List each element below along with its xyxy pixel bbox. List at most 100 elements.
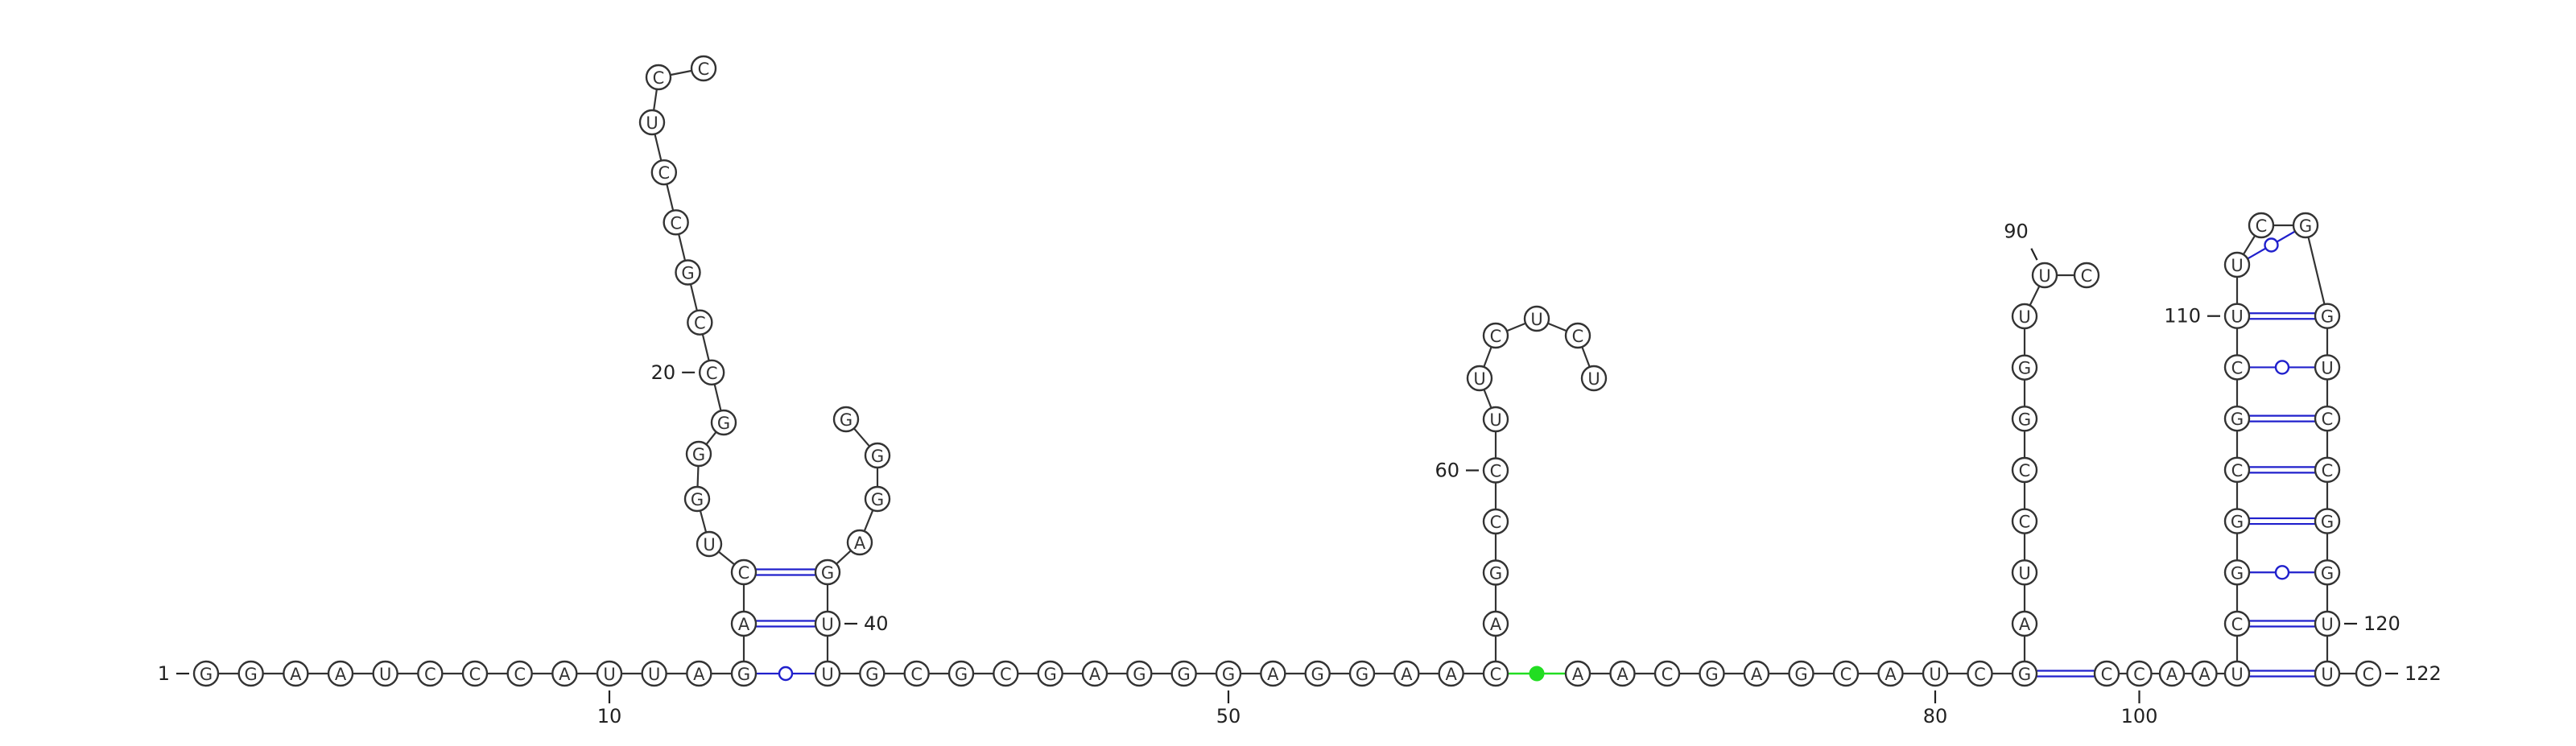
nucleotide: A — [2011, 610, 2038, 637]
nucleotide-circle — [730, 660, 758, 687]
nucleotide-base-letter: A — [1089, 665, 1101, 684]
nucleotide: G — [730, 660, 758, 687]
nucleotide-base-letter: U — [821, 665, 833, 684]
nucleotide-circle — [1922, 660, 1949, 687]
nucleotide-base-letter: C — [2101, 665, 2113, 684]
nucleotide: U — [2011, 559, 2038, 586]
nucleotide-circle — [2223, 559, 2251, 586]
nucleotide: G — [710, 409, 737, 436]
nucleotide-circle — [2314, 354, 2341, 381]
nucleotide-base-letter: U — [1473, 369, 1485, 389]
nucleotide-circle — [1482, 610, 1509, 637]
nucleotide: U — [1580, 365, 1608, 392]
nucleotide-base-letter: C — [2019, 513, 2031, 532]
nucleotide: C — [417, 660, 444, 687]
backbone-segment — [1483, 389, 1492, 409]
nucleotide-circle — [993, 660, 1019, 687]
nucleotide-circle — [1580, 365, 1608, 392]
nucleotide-base-letter: C — [706, 364, 718, 383]
nucleotide: A — [1877, 660, 1904, 687]
nucleotide-base-letter: C — [694, 314, 706, 333]
nucleotide: G — [2223, 405, 2251, 432]
backbone-segment — [689, 283, 698, 311]
nucleotide: A — [1482, 610, 1509, 637]
nucleotide-circle — [2011, 660, 2038, 687]
nucleotide: C — [1967, 660, 1993, 687]
backbone-segment — [836, 550, 852, 565]
nucleotide-base-letter: G — [717, 414, 730, 433]
nucleotide-circle — [2093, 660, 2120, 687]
nucleotide-base-letter: A — [1401, 665, 1413, 684]
nucleotide: G — [859, 660, 886, 687]
nucleotide-circle — [814, 610, 841, 637]
nucleotide-base-letter: C — [1840, 665, 1852, 684]
position-number-label: 100 — [2121, 705, 2158, 727]
nucleotide: C — [2314, 405, 2341, 432]
nucleotide: G — [683, 485, 711, 513]
nucleotide-base-letter: U — [648, 665, 660, 684]
nucleotide-base-letter: A — [290, 665, 302, 684]
nucleotide-base-letter: A — [693, 665, 705, 684]
nucleotide: U — [2031, 262, 2058, 289]
nucleotide-base-letter: A — [854, 534, 866, 553]
nucleotide: U — [1922, 660, 1949, 687]
nucleotide-base-letter: C — [514, 665, 526, 684]
nucleotide-circle — [2011, 406, 2038, 432]
nucleotide: G — [1304, 660, 1331, 687]
nucleotide-base-letter: C — [2231, 615, 2244, 634]
nucleotide: G — [1170, 660, 1197, 687]
nucleotide: U — [638, 109, 666, 136]
backbone-segment — [699, 510, 708, 533]
nucleotide: U — [596, 660, 623, 687]
nucleotide: G — [2314, 303, 2341, 329]
nucleotide: A — [1393, 660, 1420, 687]
nucleotide: C — [698, 359, 725, 386]
nucleotide: U — [2223, 251, 2251, 278]
nucleotide-circle — [2011, 559, 2038, 586]
nucleotide-base-letter: G — [1133, 665, 1146, 684]
nucleotide-circle — [327, 660, 354, 687]
nucleotide-circle — [1967, 660, 1993, 687]
nucleotide-circle — [1466, 365, 1493, 392]
nucleotide-circle — [2011, 610, 2038, 637]
position-number-label: 120 — [2363, 612, 2401, 635]
nucleotide: G — [864, 485, 891, 513]
nucleotide-base-letter: G — [245, 665, 258, 684]
nucleotide-base-letter: G — [1222, 665, 1235, 684]
backbone-segment — [666, 183, 675, 211]
nucleotide-circle — [2073, 262, 2100, 289]
nucleotide: A — [283, 660, 309, 687]
nucleotide-circle — [686, 660, 712, 687]
nucleotide-circle — [283, 660, 309, 687]
nucleotide: U — [641, 660, 667, 687]
nucleotide-base-letter: G — [200, 665, 213, 684]
nucleotide: A — [1609, 660, 1636, 687]
nucleotide: C — [2011, 508, 2038, 534]
nucleotide-circle — [1215, 660, 1242, 687]
nucleotide: C — [461, 660, 489, 687]
nucleotide-base-letter: C — [2133, 665, 2145, 684]
nucleotide-base-letter: A — [1572, 665, 1584, 684]
nucleotide-circle — [730, 558, 758, 586]
position-number-label: 122 — [2405, 662, 2442, 685]
nucleotide-base-letter: U — [2321, 615, 2333, 634]
nucleotide: G — [2223, 508, 2251, 534]
wobble-pair-marker — [2274, 360, 2290, 375]
nucleotide-base-letter: G — [2018, 410, 2031, 429]
backbone-segment — [717, 550, 736, 566]
nucleotide: C — [687, 309, 713, 336]
nucleotide-base-letter: C — [2322, 461, 2334, 480]
nucleotide: G — [1788, 660, 1814, 687]
nucleotide: A — [2158, 660, 2186, 687]
nucleotide-base-letter: C — [1662, 665, 1674, 684]
nucleotide-circle — [2248, 212, 2275, 239]
nucleotide: G — [1037, 660, 1063, 687]
nucleotide-circle — [638, 109, 666, 136]
nucleotide-circle — [859, 660, 886, 687]
backbone-segment — [863, 509, 874, 532]
nucleotide: U — [372, 660, 398, 687]
nucleotide: G — [814, 558, 841, 586]
nucleotide: C — [1482, 457, 1509, 484]
nucleotide-circle — [1482, 660, 1509, 687]
nucleotide: G — [1126, 660, 1153, 687]
